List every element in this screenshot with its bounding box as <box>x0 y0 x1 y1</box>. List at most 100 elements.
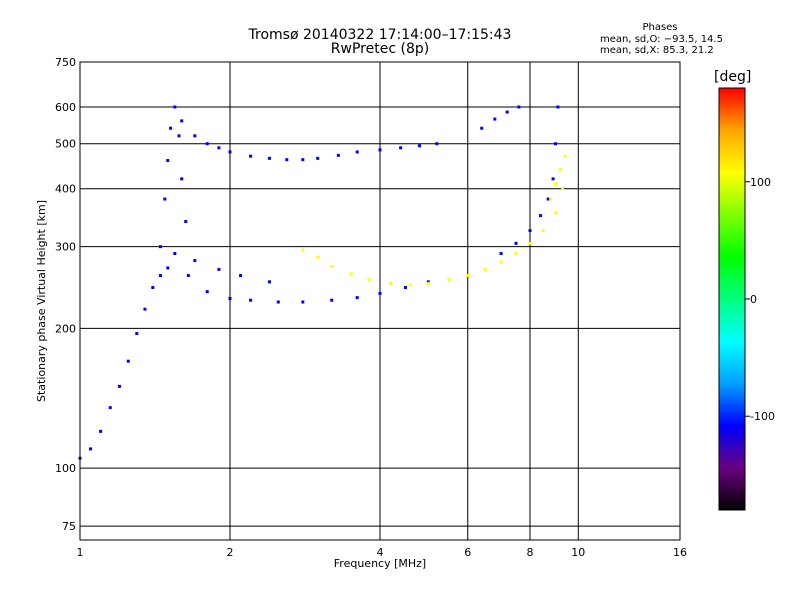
x-tick-label: 4 <box>377 546 384 559</box>
phase-x-line: mean, sd,X: 85.3, 21.2 <box>600 45 714 56</box>
data-point <box>553 211 557 215</box>
data-point <box>184 219 188 223</box>
data-point <box>158 274 162 278</box>
x-axis: 1 2 4 6 8 10 16 <box>77 546 688 559</box>
data-point <box>143 307 147 311</box>
data-point <box>483 267 487 271</box>
data-points <box>78 105 567 460</box>
data-point <box>336 153 340 157</box>
data-point <box>408 283 412 287</box>
data-point <box>553 142 557 146</box>
data-point <box>447 277 451 281</box>
data-point <box>228 296 232 300</box>
data-point <box>480 126 484 130</box>
data-point <box>330 298 334 302</box>
data-point <box>389 281 393 285</box>
y-tick-label: 300 <box>55 241 76 254</box>
data-point <box>180 119 184 123</box>
colorbar <box>718 87 746 511</box>
data-point <box>193 134 197 138</box>
x-tick-label: 2 <box>227 546 234 559</box>
data-point <box>499 252 503 256</box>
data-point <box>551 177 555 181</box>
y-tick-label: 750 <box>55 56 76 69</box>
grid <box>79 61 681 540</box>
data-point <box>563 154 567 158</box>
data-point <box>330 264 334 268</box>
data-point <box>173 105 177 109</box>
data-point <box>267 156 271 160</box>
data-point <box>399 146 403 150</box>
data-point <box>367 277 371 281</box>
data-point <box>151 286 155 290</box>
data-point <box>205 142 209 146</box>
data-point <box>417 144 421 148</box>
data-point <box>301 158 305 162</box>
data-point <box>355 296 359 300</box>
data-point <box>158 245 162 249</box>
y-tick-label: 600 <box>55 101 76 114</box>
data-point <box>316 255 320 259</box>
data-point <box>217 146 221 150</box>
data-point <box>528 229 532 233</box>
data-point <box>549 197 553 201</box>
colorbar-label: [deg] <box>714 69 752 85</box>
data-point <box>528 241 532 245</box>
data-point <box>301 300 305 304</box>
data-point <box>301 248 305 252</box>
data-point <box>514 252 518 256</box>
x-tick-label: 1 <box>77 546 84 559</box>
colorbar-tick-label: 0 <box>750 293 757 306</box>
data-point <box>276 300 280 304</box>
data-point <box>169 126 173 130</box>
data-point <box>135 332 139 336</box>
data-point <box>355 150 359 154</box>
y-tick-label: 200 <box>55 322 76 335</box>
data-point <box>267 280 271 284</box>
x-tick-label: 16 <box>673 546 687 559</box>
data-point <box>493 117 497 121</box>
y-tick-label: 400 <box>55 183 76 196</box>
data-point <box>163 197 167 201</box>
phase-o-line: mean, sd,O: −93.5, 14.5 <box>600 34 723 45</box>
data-point <box>166 266 170 270</box>
data-point <box>217 267 221 271</box>
data-point <box>108 406 112 410</box>
data-point <box>117 384 121 388</box>
x-tick-label: 8 <box>527 546 534 559</box>
data-point <box>193 259 197 263</box>
data-point <box>541 229 545 233</box>
data-point <box>349 272 353 276</box>
data-point <box>426 280 430 284</box>
data-point <box>539 214 543 218</box>
x-tick-label: 6 <box>464 546 471 559</box>
data-point <box>99 429 103 433</box>
chart-title: Tromsø 20140322 17:14:00–17:15:43 <box>248 27 512 43</box>
chart-subtitle: RwPretec (8p) <box>330 41 430 57</box>
data-point <box>505 110 509 114</box>
plot-frame <box>79 61 681 541</box>
data-point <box>426 281 430 285</box>
colorbar-ticks: 100 0 -100 <box>745 176 775 423</box>
x-tick-label: 10 <box>571 546 585 559</box>
data-point <box>316 156 320 160</box>
data-point <box>435 142 439 146</box>
data-point <box>89 447 93 451</box>
data-point <box>403 286 407 290</box>
phases-title: Phases <box>642 22 678 33</box>
y-tick-label: 100 <box>55 462 76 475</box>
data-point <box>556 105 560 109</box>
data-point <box>173 252 177 256</box>
y-tick-label: 75 <box>62 520 76 533</box>
y-axis: 75 100 200 300 400 500 600 750 <box>55 56 76 533</box>
data-point <box>558 167 562 171</box>
data-point <box>166 159 170 163</box>
data-point <box>378 291 382 295</box>
data-point <box>205 290 209 294</box>
data-point <box>249 298 253 302</box>
data-point <box>239 274 243 278</box>
y-axis-label: Stationary phase Virtual Height [km] <box>35 199 48 403</box>
data-point <box>228 150 232 154</box>
data-point <box>553 182 557 186</box>
